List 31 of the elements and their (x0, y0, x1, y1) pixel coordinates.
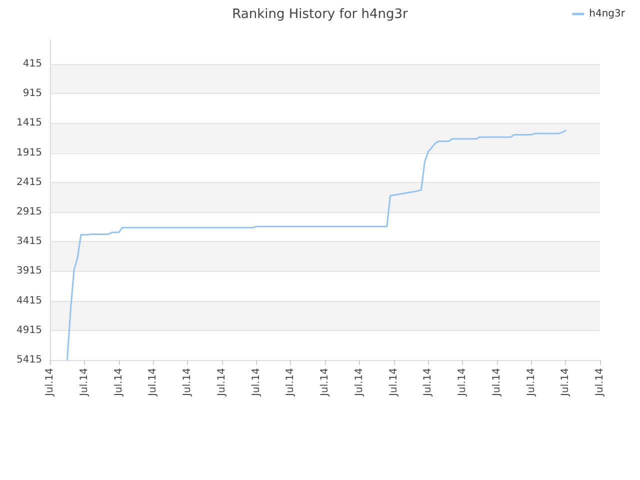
x-tick-label: Jul.14 (216, 368, 228, 397)
y-tick-label: 3915 (16, 266, 42, 277)
x-tick-label: Jul.14 (388, 368, 400, 397)
y-tick-label: 4915 (16, 324, 42, 336)
y-tick-label: 1415 (16, 118, 42, 129)
x-tick-label: Jul.14 (560, 368, 572, 397)
line-series (66, 130, 566, 361)
x-tick-label: Jul.14 (422, 368, 434, 397)
y-tick-label: 1915 (16, 147, 42, 158)
x-tick-label: Jul.14 (457, 368, 468, 397)
x-tick-label: Jul.14 (354, 368, 365, 397)
x-tick-label: Jul.14 (250, 368, 262, 397)
x-tick-label: Jul.14 (285, 368, 296, 397)
chart-title: Ranking History for h4ng3r (232, 7, 409, 22)
y-tick-label: 4415 (16, 295, 42, 306)
y-tick-label: 3415 (16, 236, 42, 248)
y-tick-label: 415 (22, 58, 42, 70)
x-tick-label: Jul.14 (44, 368, 56, 397)
x-tick-label: Jul.14 (78, 368, 90, 397)
x-tick-label: Jul.14 (113, 368, 124, 397)
x-tick-label: Jul.14 (320, 368, 330, 397)
y-tick-label: 915 (22, 88, 42, 100)
y-tick-label: 2415 (16, 176, 42, 188)
legend-label: h4ng3r (589, 8, 626, 20)
y-tick-label: 5415 (16, 354, 42, 366)
x-tick-label: Jul.14 (594, 368, 606, 397)
x-tick-label: Jul.14 (182, 368, 193, 397)
x-tick-label: Jul.14 (526, 368, 537, 397)
x-tick-label: Jul.14 (491, 368, 502, 397)
y-tick-label: 2915 (16, 206, 42, 218)
x-tick-label: Jul.14 (148, 368, 159, 397)
